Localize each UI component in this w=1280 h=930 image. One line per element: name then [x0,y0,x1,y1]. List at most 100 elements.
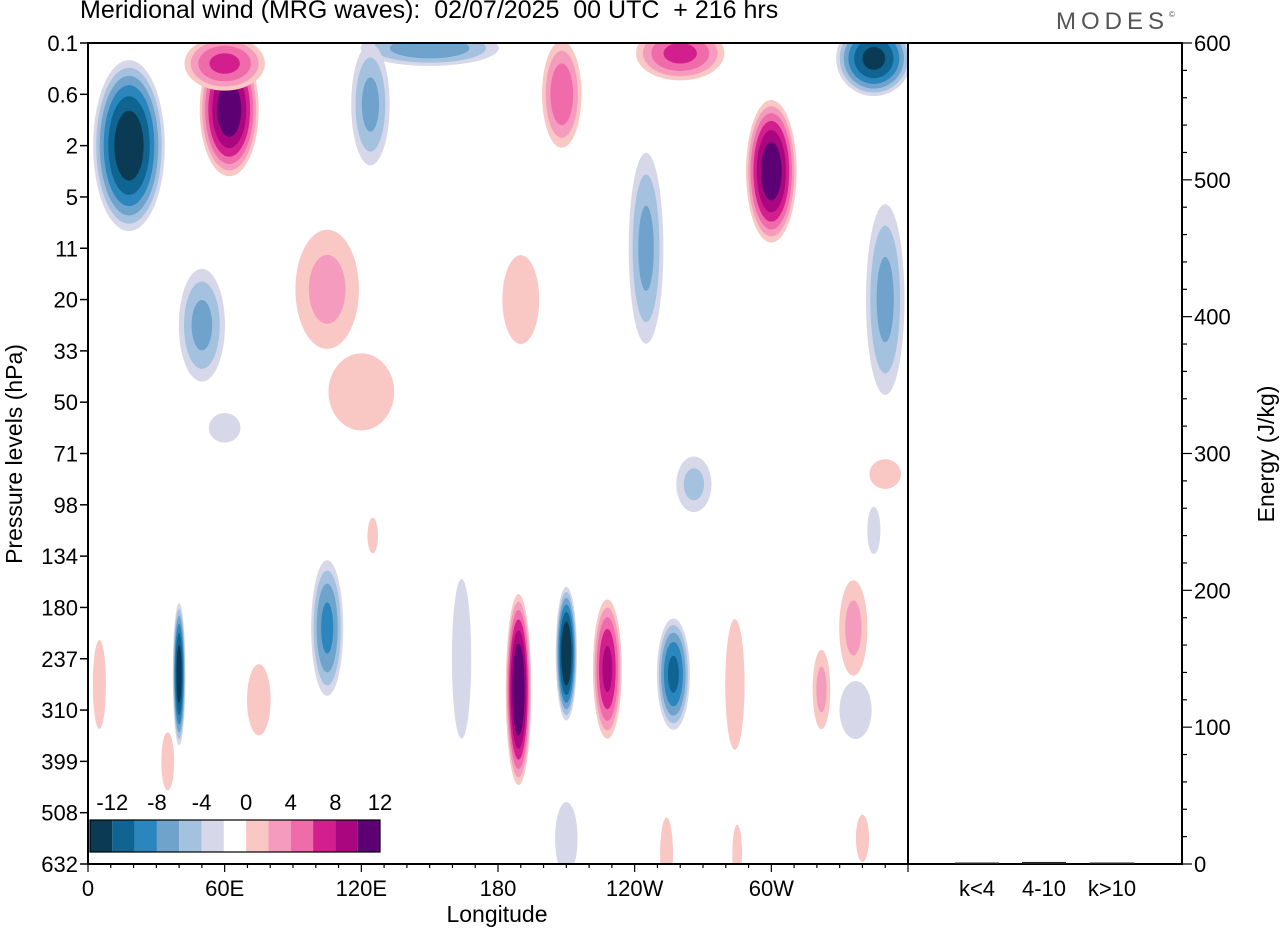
contour-band [209,53,240,74]
pressure-axis: 0.1 0.6 2 5 11 20 33 50 71 98 134 180 237 310 399 508 63… [41,31,88,877]
contour-feature [592,599,622,739]
colorbar-label: -12 [96,790,128,815]
contour-feature [660,817,673,864]
x-tick-label: 0 [82,876,94,901]
colorbar-swatch [268,820,291,852]
chart-title: Meridional wind (MRG waves): 02/07/2025 … [80,0,779,24]
energy-bar [955,862,999,864]
contour-feature [360,43,499,66]
colorbar-swatch [290,820,314,852]
y-tick-label: 20 [54,288,78,313]
energy-tick-label: 500 [1194,168,1231,193]
colorbar-swatch [357,820,380,852]
contour-feature [555,586,577,721]
energy-bar [1090,862,1134,864]
x-tick-label: 60W [749,876,794,901]
x-tick-label: 120E [336,876,387,901]
y-tick-label: 71 [54,442,78,467]
contour-feature [184,43,265,91]
contour-band [246,664,271,736]
contour-feature [351,43,390,166]
colorbar-swatch [223,820,247,852]
contour-band [867,506,881,555]
brand-mark: © [1169,10,1175,19]
y-tick-label: 310 [41,698,78,723]
contour-feature [161,732,175,791]
y-tick-label: 632 [41,852,78,877]
contour-band [176,645,182,704]
energy-bar [1022,861,1066,864]
colorbar-swatch [90,820,113,852]
contour-band [555,802,578,864]
contour-feature [865,204,905,395]
contour-feature [732,824,742,864]
contour-feature [93,60,165,232]
contour-band [114,110,144,181]
contour-feature [656,618,690,730]
contour-band [361,77,380,132]
contour-feature [636,43,725,81]
contour-feature [505,593,532,786]
y-tick-label: 50 [54,390,78,415]
energy-tick-label: 400 [1194,305,1231,330]
energy-frame [907,42,1183,865]
contour-feature [311,560,344,696]
contour-band [161,732,175,791]
contour-band [328,353,395,431]
y-tick-label: 399 [41,749,78,774]
contour-band [667,655,679,693]
colorbar-label: 4 [285,790,297,815]
contour-band [367,517,378,554]
energy-category-label: 4-10 [1022,876,1066,901]
x-tick-label: 60E [205,876,244,901]
contour-feature [451,578,472,739]
energy-bars: k<4 4-10 k>10 [955,861,1136,901]
contour-band [512,643,525,736]
contour-band [308,254,346,324]
contour-feature [836,43,908,97]
modes-logo: MODES© [1056,8,1175,36]
colorbar-label: -4 [192,790,212,815]
contour-band [451,578,472,739]
contour-band [321,602,334,654]
contour-band [761,142,782,201]
y-tick-label: 33 [54,339,78,364]
y-tick-label: 180 [41,595,78,620]
contour-band [663,43,697,64]
brand-text: MODES [1056,8,1170,35]
contour-band [816,666,827,713]
colorbar-label: 12 [368,790,392,815]
contour-feature [555,802,578,864]
contour-band [855,814,870,863]
contour-field [92,43,908,864]
colorbar-frame [89,819,381,853]
contour-feature [502,255,540,345]
contour-band [208,413,241,443]
energy-tick-label: 600 [1194,31,1231,56]
y-tick-label: 134 [41,544,78,569]
x-axis-title: Longitude [446,901,547,927]
y-tick-label: 0.1 [47,31,78,56]
contour-feature [676,456,712,513]
contour-band [725,619,745,750]
contour-feature [725,619,745,750]
contour-band [638,205,654,291]
contour-feature [542,43,582,148]
contour-band [845,600,862,656]
contour-band [862,47,886,70]
contour-feature [172,602,186,746]
x-tick-label: 120W [606,876,664,901]
energy-tick-label: 100 [1194,715,1231,740]
colorbar-label: -8 [147,790,167,815]
contour-feature [869,459,902,489]
y-tick-label: 508 [41,801,78,826]
colorbar-swatch [134,820,157,852]
contour-feature [812,649,831,730]
contour-feature [855,814,870,863]
contour-band [660,817,673,864]
contour-feature [295,229,359,349]
colorbar: -12 -8 -4 0 4 8 12 [89,790,392,853]
contour-band [389,43,470,59]
contour-band [602,645,613,693]
